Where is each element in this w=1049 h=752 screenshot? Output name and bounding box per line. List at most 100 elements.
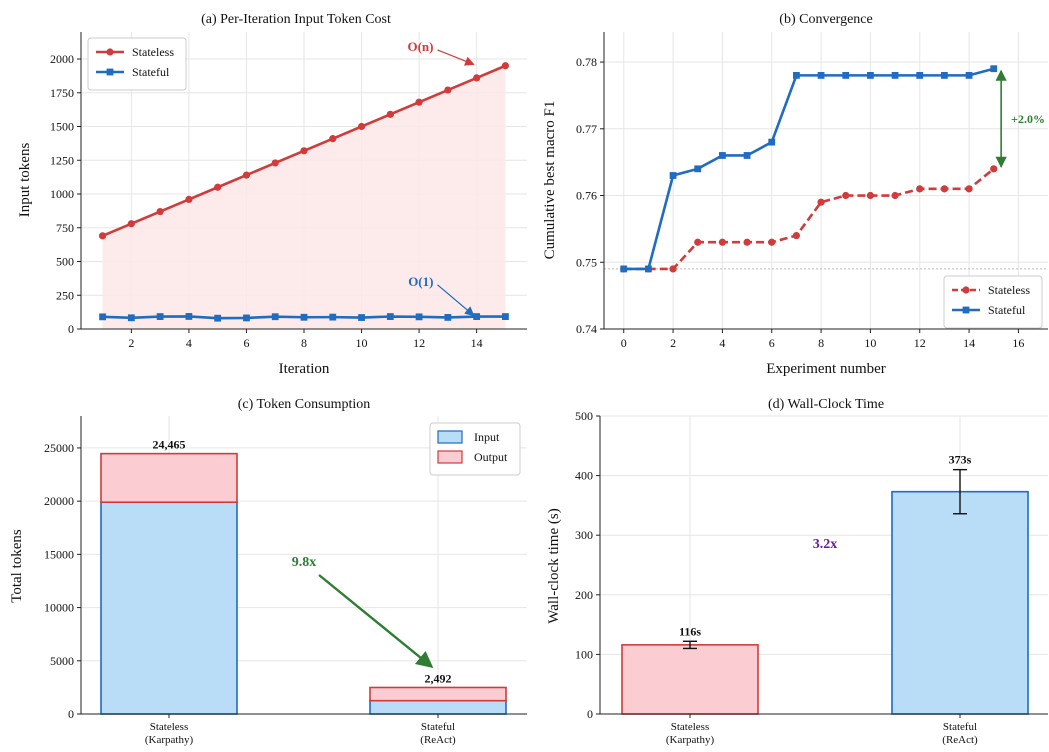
x-tick-label: Stateless bbox=[671, 721, 710, 733]
y-tick-label: 0 bbox=[68, 707, 74, 721]
stateful-point bbox=[300, 313, 308, 321]
x-tick-label: 2 bbox=[128, 336, 134, 350]
stateful-point bbox=[358, 314, 365, 321]
y-tick-label: 10000 bbox=[44, 601, 74, 615]
y-tick-label: 0.77 bbox=[576, 122, 597, 136]
stateless-line bbox=[623, 167, 995, 271]
stateful-point bbox=[243, 314, 250, 322]
stateless-point bbox=[386, 110, 394, 118]
stateless-point bbox=[501, 62, 510, 70]
stateless-point bbox=[329, 135, 337, 143]
annotation-label: O(1) bbox=[408, 274, 433, 289]
stateful-point bbox=[694, 165, 702, 173]
y-tick-label: 1750 bbox=[50, 86, 74, 100]
legend-label: Input bbox=[474, 430, 500, 444]
x-tick-label: Stateful bbox=[421, 721, 455, 733]
stateless-point bbox=[768, 238, 776, 246]
reduction-label: 9.8x bbox=[292, 555, 317, 570]
legend-marker bbox=[962, 306, 970, 314]
stateless-point bbox=[300, 147, 308, 155]
y-tick-label: 0.74 bbox=[576, 322, 597, 336]
legend-marker bbox=[106, 48, 114, 56]
stateful-point bbox=[645, 265, 652, 273]
bar-value-label: 116s bbox=[679, 624, 701, 638]
x-tick-label: Stateless bbox=[150, 721, 189, 733]
y-tick-label: 500 bbox=[56, 255, 74, 269]
panel-b-convergence: (b) Convergence Experiment number Cumula… bbox=[542, 12, 1048, 377]
time-bar bbox=[891, 490, 1029, 715]
stateful-point bbox=[620, 265, 628, 273]
panel-b-title: (b) Convergence bbox=[779, 12, 872, 27]
stateless-point bbox=[965, 185, 973, 193]
stateless-point bbox=[127, 220, 135, 228]
legend-label: Stateful bbox=[988, 303, 1026, 317]
stateful-point bbox=[473, 313, 481, 320]
y-tick-label: 1250 bbox=[50, 153, 74, 167]
stateful-point bbox=[768, 138, 776, 146]
panel-c-token-consumption: (c) Token Consumption Total tokens 0 5000… bbox=[9, 397, 527, 746]
bar-value-label: 373s bbox=[949, 453, 972, 467]
stateful-point bbox=[990, 65, 998, 73]
x-tick-label: 10 bbox=[864, 336, 876, 350]
stateless-point bbox=[444, 86, 452, 94]
stateful-point bbox=[916, 71, 924, 79]
y-tick-label: 300 bbox=[575, 528, 593, 542]
stateful-point bbox=[941, 71, 948, 79]
y-tick-label: 5000 bbox=[50, 654, 74, 668]
y-tick-label: 0.76 bbox=[576, 189, 597, 203]
y-tick-label: 200 bbox=[575, 588, 593, 602]
annotation-arrow bbox=[437, 284, 475, 317]
y-tick-label: 0.75 bbox=[576, 255, 597, 269]
stateless-point bbox=[916, 185, 924, 193]
x-tick-label: 16 bbox=[1012, 336, 1024, 350]
y-tick-label: 20000 bbox=[44, 494, 74, 508]
x-tick-label: 8 bbox=[818, 336, 824, 350]
x-tick-label: 6 bbox=[243, 336, 249, 350]
panel-d-wall-clock-time: (d) Wall-Clock Time Wall-clock time (s) … bbox=[546, 397, 1048, 746]
stateless-point bbox=[271, 159, 279, 167]
stateless-point bbox=[891, 191, 899, 200]
stateless-area-fill bbox=[102, 65, 506, 329]
stateful-point bbox=[965, 71, 973, 79]
y-tick-label: 0 bbox=[68, 322, 74, 336]
stateful-point bbox=[817, 71, 825, 79]
x-tick-label: 10 bbox=[356, 336, 368, 350]
stateful-point bbox=[444, 313, 452, 321]
stateful-point bbox=[127, 314, 135, 322]
x-tick-label: 6 bbox=[769, 336, 775, 350]
y-tick-label: 400 bbox=[575, 469, 593, 483]
bar-total-label: 2,492 bbox=[425, 671, 452, 685]
stateful-point bbox=[502, 313, 509, 320]
stateless-point bbox=[473, 74, 481, 82]
stateless-point bbox=[214, 183, 222, 191]
y-tick-label: 250 bbox=[56, 288, 74, 302]
legend-label: Output bbox=[474, 450, 508, 464]
y-tick-label: 750 bbox=[56, 221, 74, 235]
stateless-point bbox=[98, 232, 107, 240]
stateful-line bbox=[623, 67, 995, 271]
legend-marker bbox=[106, 68, 114, 76]
stateless-point bbox=[357, 122, 366, 131]
y-tick-label: 0 bbox=[587, 707, 593, 721]
panel-b-ylabel: Cumulative best macro F1 bbox=[542, 101, 558, 260]
panel-a-xlabel: Iteration bbox=[279, 361, 330, 377]
bar-total-label: 24,465 bbox=[153, 438, 186, 452]
stateful-point bbox=[719, 152, 726, 159]
stateless-point bbox=[743, 238, 751, 246]
y-tick-label: 15000 bbox=[44, 547, 74, 561]
x-tick-label: 12 bbox=[413, 336, 425, 350]
panel-c-ylabel: Total tokens bbox=[9, 529, 25, 603]
input-bar-segment bbox=[369, 699, 507, 715]
improvement-label: +2.0% bbox=[1011, 112, 1045, 126]
annotation-label: O(n) bbox=[407, 39, 433, 54]
panel-b-xlabel: Experiment number bbox=[766, 361, 886, 377]
stateful-point bbox=[271, 313, 279, 321]
x-tick-label: 0 bbox=[621, 336, 627, 350]
x-tick-label: Stateful bbox=[943, 721, 977, 733]
legend-swatch bbox=[437, 430, 463, 444]
y-tick-label: 100 bbox=[575, 647, 593, 661]
stateful-point bbox=[842, 71, 850, 79]
stateful-point bbox=[743, 152, 751, 159]
panel-a-title: (a) Per-Iteration Input Token Cost bbox=[201, 12, 391, 27]
